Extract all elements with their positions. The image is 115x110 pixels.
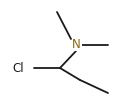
Text: Cl: Cl <box>12 61 24 74</box>
Text: N: N <box>71 38 80 51</box>
